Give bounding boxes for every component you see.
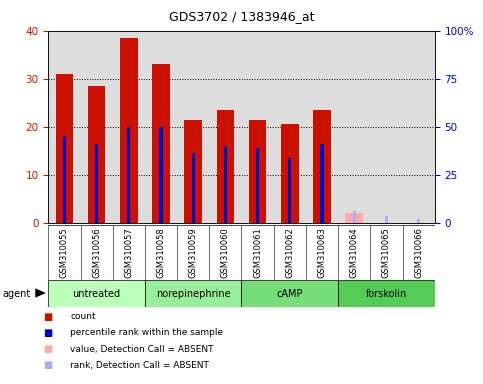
Bar (63, 136, 66, 223)
Text: norepinephrine: norepinephrine (156, 289, 230, 299)
Bar (338, 280, 435, 307)
Text: forskolin: forskolin (366, 289, 407, 299)
Text: agent: agent (2, 289, 30, 299)
Bar (256, 148, 259, 223)
Bar (127, 127, 130, 223)
Bar (224, 146, 227, 223)
Text: GSM310059: GSM310059 (189, 227, 198, 278)
Bar (192, 153, 195, 223)
Bar (120, 38, 138, 223)
Bar (88, 86, 105, 223)
Bar (288, 158, 291, 223)
Bar (56, 74, 73, 223)
Bar (95, 144, 98, 223)
Text: cAMP: cAMP (277, 289, 303, 299)
Bar (145, 280, 242, 307)
Bar (185, 119, 202, 223)
Text: ■: ■ (43, 312, 53, 322)
Bar (216, 110, 234, 223)
Text: untreated: untreated (72, 289, 121, 299)
Text: GSM310058: GSM310058 (156, 227, 166, 278)
Bar (385, 215, 388, 223)
Text: GSM310062: GSM310062 (285, 227, 294, 278)
Bar (313, 110, 331, 223)
Bar (152, 64, 170, 223)
Text: ■: ■ (43, 360, 53, 370)
Bar (159, 127, 163, 223)
Bar (281, 124, 298, 223)
Text: GSM310055: GSM310055 (60, 227, 69, 278)
Text: percentile rank within the sample: percentile rank within the sample (70, 328, 223, 338)
Bar (48, 280, 145, 307)
Text: value, Detection Call = ABSENT: value, Detection Call = ABSENT (70, 344, 213, 354)
Text: ■: ■ (43, 328, 53, 338)
Bar (320, 144, 324, 223)
Text: GSM310063: GSM310063 (317, 227, 327, 278)
Text: GSM310056: GSM310056 (92, 227, 101, 278)
Polygon shape (35, 288, 46, 298)
Text: GSM310065: GSM310065 (382, 227, 391, 278)
Text: GSM310060: GSM310060 (221, 227, 230, 278)
Text: rank, Detection Call = ABSENT: rank, Detection Call = ABSENT (70, 361, 209, 370)
Text: count: count (70, 312, 96, 321)
Bar (353, 211, 356, 223)
Bar (417, 219, 420, 223)
Text: GSM310061: GSM310061 (253, 227, 262, 278)
Text: GDS3702 / 1383946_at: GDS3702 / 1383946_at (169, 10, 314, 23)
Text: GSM310057: GSM310057 (124, 227, 133, 278)
Bar (345, 213, 363, 223)
Bar (242, 280, 338, 307)
Bar (249, 119, 267, 223)
Text: GSM310066: GSM310066 (414, 227, 423, 278)
Text: GSM310064: GSM310064 (350, 227, 359, 278)
Text: ■: ■ (43, 344, 53, 354)
